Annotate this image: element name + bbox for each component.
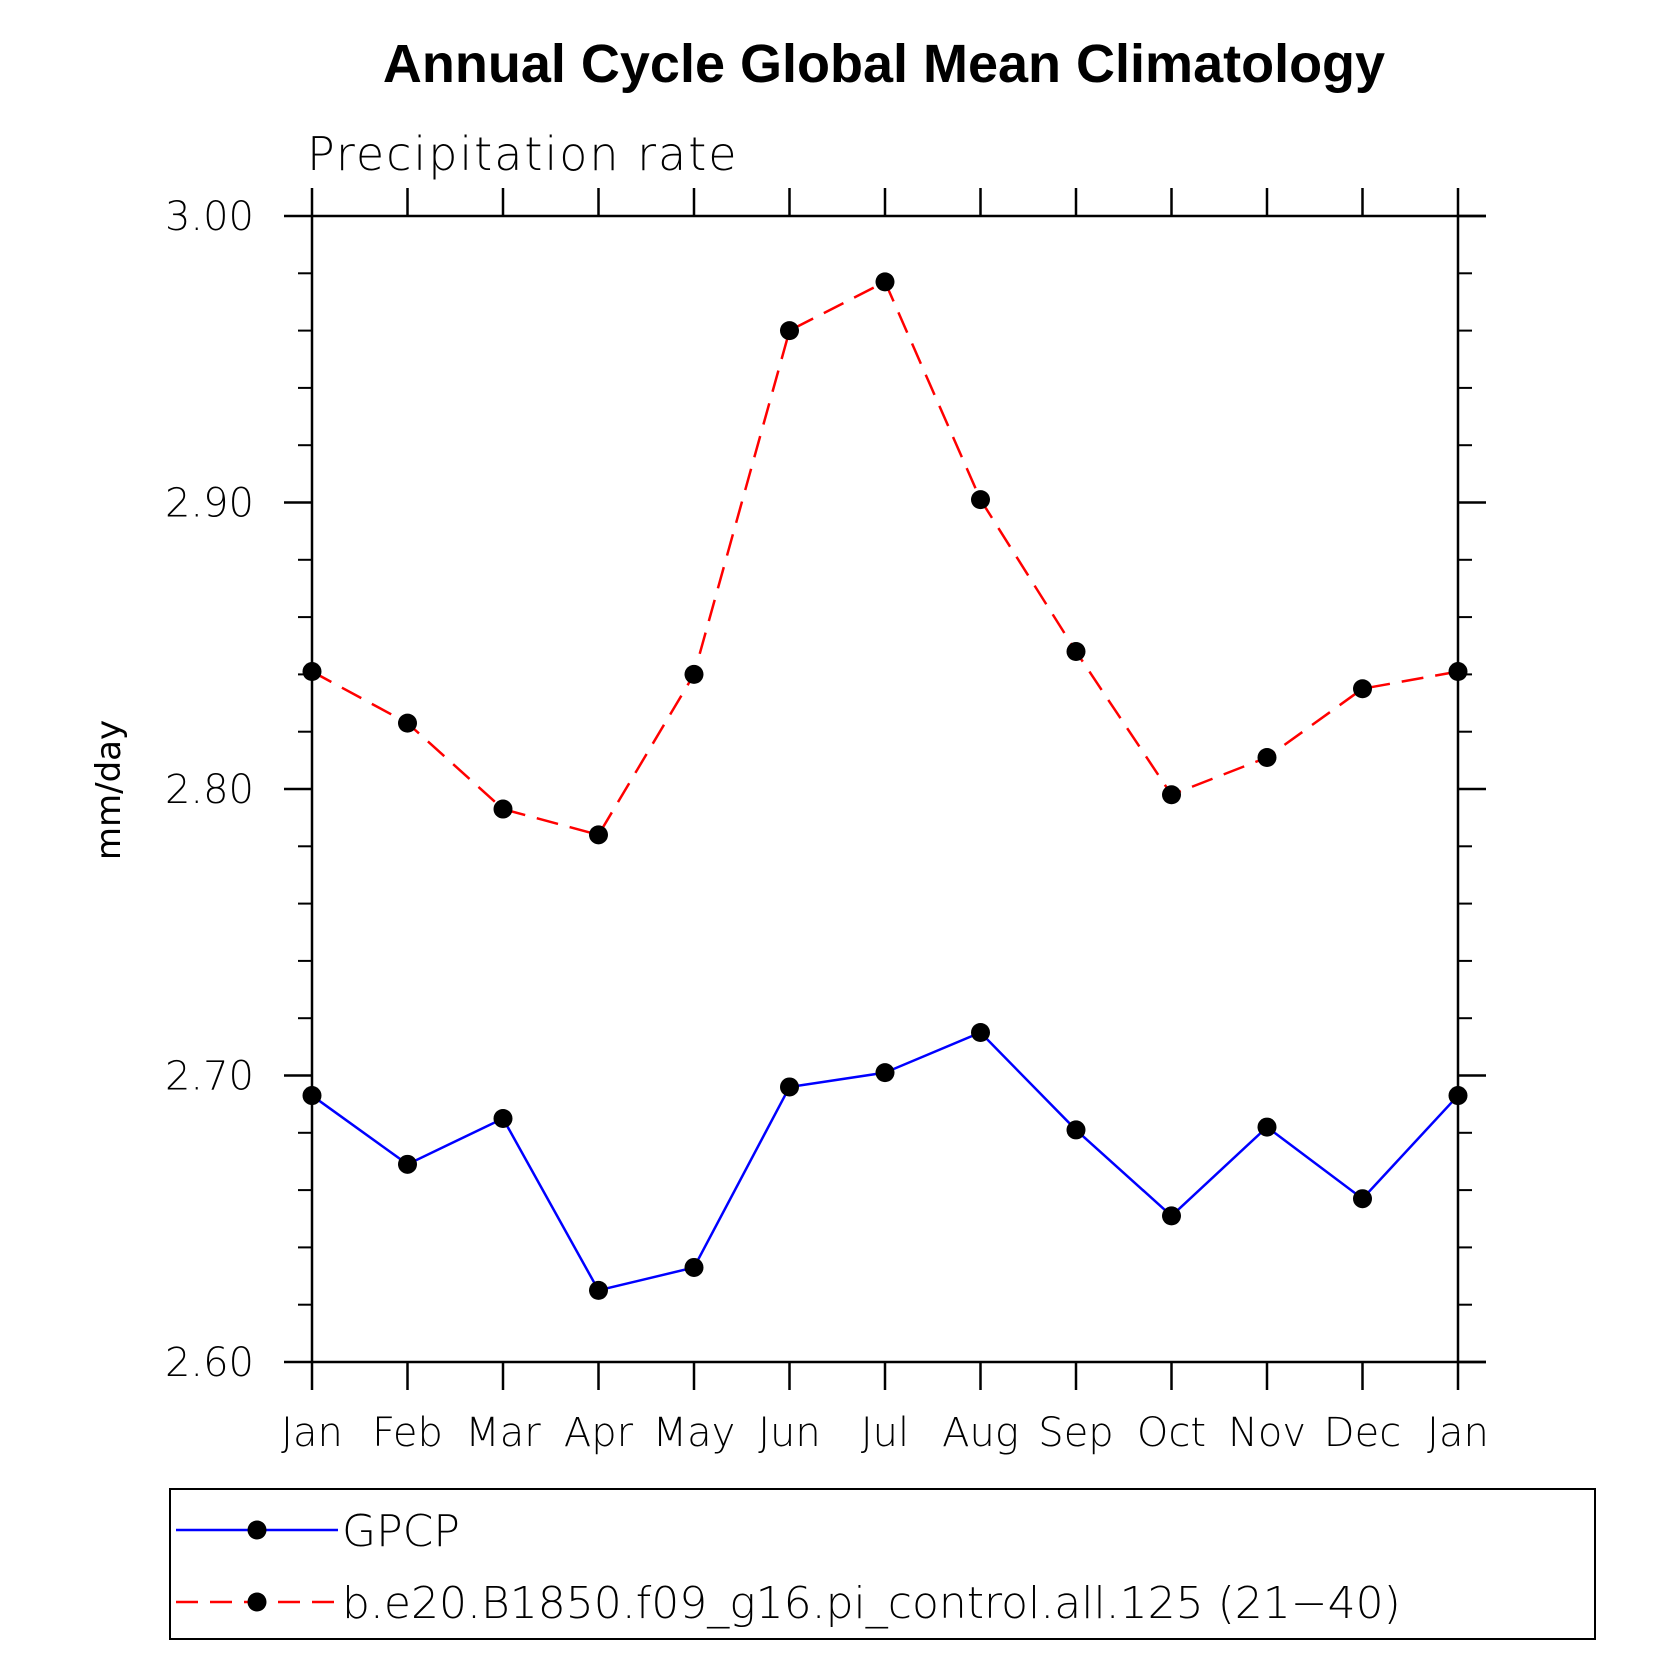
x-tick-label: Feb: [372, 1410, 443, 1456]
legend: GPCP b.e20.B1850.f09_g16.pi_control.all.1…: [169, 1488, 1596, 1640]
y-tick-label: 2.70: [165, 1054, 254, 1100]
data-point: [875, 272, 895, 292]
chart-subtitle: Precipitation rate: [307, 127, 739, 181]
x-tick-label: Dec: [1324, 1410, 1401, 1456]
data-point: [1448, 662, 1468, 682]
data-point: [398, 713, 417, 733]
x-tick-label: Jun: [758, 1410, 821, 1456]
x-tick-label: Aug: [942, 1410, 1019, 1456]
y-tick-label: 2.90: [165, 481, 254, 527]
data-point: [302, 662, 322, 682]
data-point: [302, 1086, 322, 1106]
x-tick-label: Oct: [1137, 1410, 1206, 1456]
x-tick-label: May: [653, 1410, 736, 1456]
x-tick-label: Jul: [861, 1410, 909, 1456]
series-line: [311, 280, 1459, 837]
data-point: [1353, 679, 1372, 699]
data-point: [1448, 1086, 1468, 1106]
x-tick-label: Jan: [281, 1410, 343, 1456]
data-point: [398, 1154, 417, 1174]
data-point: [589, 825, 608, 845]
y-tick-label: 2.60: [165, 1340, 254, 1386]
data-point: [1257, 1117, 1277, 1137]
chart-title: Annual Cycle Global Mean Climatology: [383, 34, 1385, 94]
data-point: [1353, 1189, 1372, 1209]
legend-box: [169, 1488, 1596, 1640]
legend-label-1: b.e20.B1850.f09_g16.pi_control.all.125 (…: [342, 1578, 1401, 1629]
series-0: [302, 1023, 1468, 1300]
x-tick-label: Sep: [1038, 1410, 1113, 1456]
x-tick-label: Jan: [1427, 1410, 1489, 1456]
legend-label-0: GPCP: [342, 1506, 460, 1557]
plot-axes: Jan Feb Mar Apr May Jun Jul Aug Sep Oct Nov Dec Jan 2…: [165, 188, 1489, 1456]
y-tick-label: 3.00: [165, 194, 254, 240]
data-point: [684, 1257, 704, 1277]
data-point: [589, 1280, 608, 1300]
data-point: [971, 490, 990, 510]
x-tick-label: Nov: [1228, 1410, 1306, 1456]
y-tick-label: 2.80: [165, 767, 254, 813]
data-point: [1257, 747, 1277, 767]
data-point: [493, 799, 513, 819]
data-point: [780, 321, 799, 341]
data-point: [971, 1023, 990, 1043]
data-point: [875, 1063, 895, 1083]
data-point: [780, 1077, 799, 1097]
data-point: [493, 1108, 513, 1128]
data-point: [1162, 785, 1181, 805]
legend-marker-1: [247, 1592, 267, 1612]
y-axis-label: mm/day: [89, 720, 129, 860]
data-point: [1066, 1120, 1086, 1140]
series-layer: [302, 272, 1468, 1300]
series-1: [302, 272, 1468, 845]
data-point: [1162, 1206, 1181, 1226]
data-point: [684, 664, 704, 684]
x-tick-label: Apr: [564, 1410, 634, 1456]
x-tick-label: Mar: [465, 1410, 541, 1456]
legend-marker-0: [247, 1520, 267, 1540]
data-point: [1066, 641, 1086, 661]
